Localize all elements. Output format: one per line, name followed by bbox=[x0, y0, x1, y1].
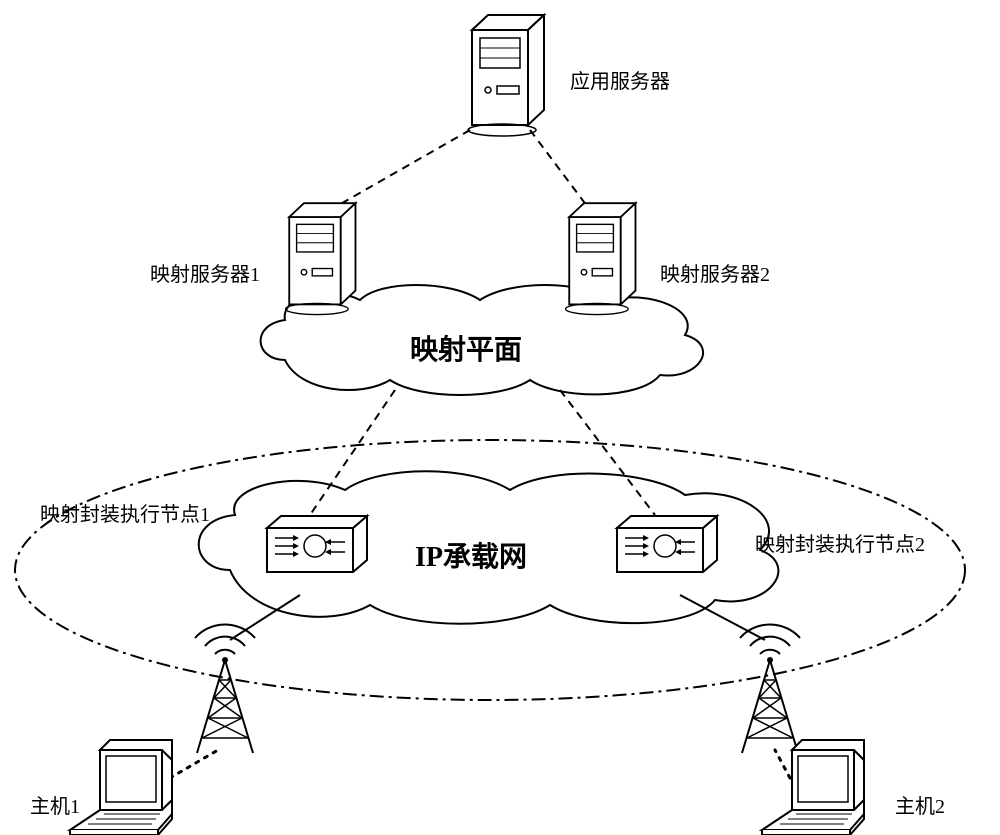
label-exec-node-2: 映射封装执行节点2 bbox=[755, 528, 925, 557]
mapping-server-2-icon bbox=[566, 203, 636, 314]
laptop-2-icon bbox=[762, 740, 864, 835]
label-exec-node-1: 映射封装执行节点1 bbox=[40, 498, 210, 527]
edge-host2-to-tower2 bbox=[775, 750, 790, 778]
laptop-1-icon bbox=[70, 740, 172, 835]
edge-app-to-map1 bbox=[330, 130, 470, 210]
label-app-server: 应用服务器 bbox=[570, 65, 670, 94]
mapping-server-1-icon bbox=[286, 203, 356, 314]
exec-node-1-icon bbox=[267, 516, 367, 572]
label-bearer-network: IP承载网 bbox=[415, 535, 527, 575]
exec-node-2-icon bbox=[617, 516, 717, 572]
label-mapping-server-1: 映射服务器1 bbox=[150, 258, 260, 287]
edge-app-to-map2 bbox=[530, 130, 590, 210]
app-server-icon bbox=[468, 15, 544, 136]
label-mapping-server-2: 映射服务器2 bbox=[660, 258, 770, 287]
label-host-1: 主机1 bbox=[30, 790, 80, 819]
label-mapping-plane: 映射平面 bbox=[410, 328, 522, 368]
radio-tower-1-icon bbox=[195, 624, 255, 753]
radio-tower-2-icon bbox=[740, 624, 800, 753]
network-diagram bbox=[0, 0, 1000, 835]
label-host-2: 主机2 bbox=[895, 790, 945, 819]
edge-host1-to-tower1 bbox=[170, 750, 218, 778]
